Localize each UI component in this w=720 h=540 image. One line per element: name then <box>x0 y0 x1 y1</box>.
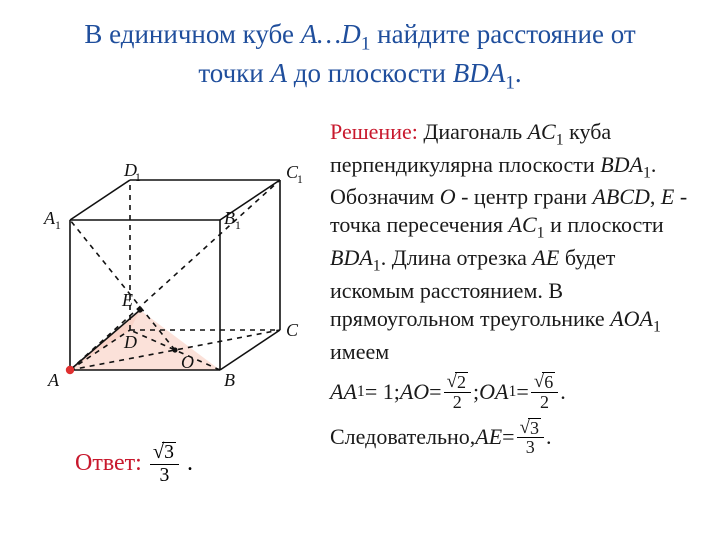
svg-text:O: O <box>181 352 194 372</box>
svg-text:D: D <box>123 332 137 352</box>
cube-diagram: ABCDA1B1C1D1OE <box>30 130 320 420</box>
svg-text:1: 1 <box>135 171 141 184</box>
solution-text: Решение: Диагональ AC1 куба перпендикуля… <box>330 118 700 457</box>
svg-text:B: B <box>224 208 235 228</box>
svg-text:1: 1 <box>297 173 303 186</box>
svg-text:B: B <box>224 370 235 390</box>
svg-text:E: E <box>121 290 133 310</box>
svg-text:1: 1 <box>55 219 61 232</box>
svg-text:C: C <box>286 320 299 340</box>
svg-text:1: 1 <box>235 219 241 232</box>
problem-title: В единичном кубе A…D1 найдите расстояние… <box>40 18 680 95</box>
svg-text:A: A <box>47 370 60 390</box>
answer: Ответ: 33. <box>75 442 193 485</box>
slide: В единичном кубе A…D1 найдите расстояние… <box>0 0 720 540</box>
